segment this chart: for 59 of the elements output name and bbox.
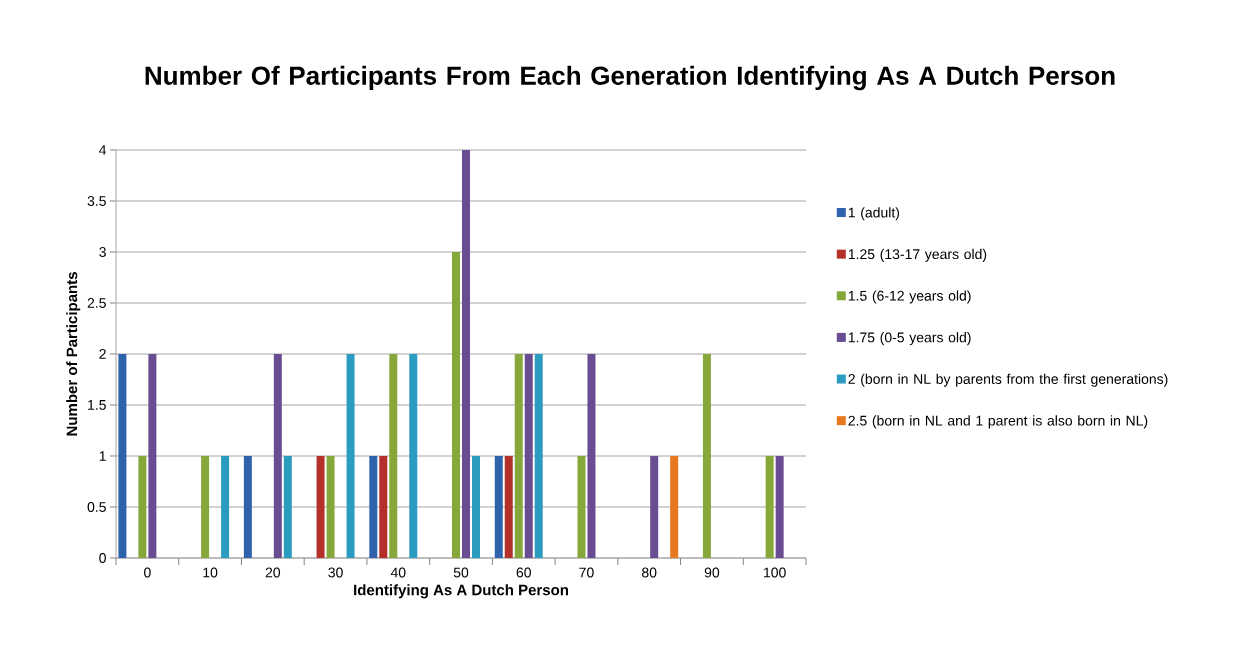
y-tick-label: 2.5 bbox=[87, 298, 106, 308]
bar bbox=[138, 455, 147, 558]
bar bbox=[201, 455, 210, 558]
bar bbox=[650, 455, 659, 558]
bar bbox=[472, 455, 480, 558]
x-tick-label: 60 bbox=[516, 567, 531, 578]
bar bbox=[462, 149, 471, 558]
x-tick-label: 90 bbox=[704, 567, 720, 578]
bar bbox=[389, 353, 398, 558]
legend-label: 1.75 (0-5 years old) bbox=[848, 332, 971, 346]
legend-label: 2 (born in NL by parents from the first generations) bbox=[848, 373, 1168, 387]
y-tick-label: 2 bbox=[99, 349, 106, 359]
x-axis-title: Identifying As A Dutch Person bbox=[354, 584, 568, 599]
legend-label: 2.5 (born in NL and 1 parent is also born in NL) bbox=[848, 415, 1148, 429]
bar bbox=[577, 455, 586, 558]
bar bbox=[369, 455, 378, 558]
bar bbox=[243, 455, 252, 558]
y-tick-label: 0 bbox=[99, 553, 106, 563]
y-tick-label: 1 bbox=[99, 451, 106, 461]
y-tick-label: 4 bbox=[99, 145, 107, 155]
x-tick-label: 20 bbox=[265, 567, 281, 578]
bar bbox=[702, 353, 711, 558]
bar bbox=[283, 455, 292, 558]
bar bbox=[346, 353, 355, 558]
bar bbox=[273, 353, 282, 558]
legend-label: 1.5 (6-12 years old) bbox=[848, 290, 971, 304]
chart-title: Number Of Participants From Each Generation Identifying As A Dutch Person bbox=[145, 65, 1115, 91]
legend-label: 1.25 (13-17 years old) bbox=[848, 248, 987, 262]
bar bbox=[524, 353, 533, 558]
x-tick-label: 50 bbox=[453, 567, 469, 578]
y-tick-label: 0.5 bbox=[87, 502, 106, 512]
y-tick-label: 3.5 bbox=[87, 196, 106, 206]
bar bbox=[765, 455, 774, 558]
bar bbox=[534, 353, 543, 558]
x-tick-label: 10 bbox=[203, 567, 218, 578]
y-tick-label: 3 bbox=[99, 247, 106, 257]
bar bbox=[316, 455, 325, 558]
bar bbox=[148, 353, 157, 558]
x-tick-label: 100 bbox=[764, 567, 786, 578]
x-tick-label: 70 bbox=[579, 567, 594, 578]
y-tick-label: 1.5 bbox=[88, 400, 106, 410]
bar bbox=[379, 455, 388, 558]
bar bbox=[587, 353, 596, 558]
bar bbox=[221, 455, 230, 558]
x-tick-label: 0 bbox=[144, 567, 151, 578]
y-axis-title: Number of Participants bbox=[66, 272, 81, 436]
x-tick-label: 40 bbox=[390, 567, 406, 578]
bar bbox=[326, 455, 335, 558]
bar bbox=[409, 353, 418, 558]
x-tick-label: 30 bbox=[328, 567, 343, 578]
x-tick-label: 80 bbox=[642, 567, 657, 578]
bar bbox=[775, 455, 784, 558]
legend-label: 1 (adult) bbox=[848, 207, 900, 221]
bar bbox=[118, 353, 127, 558]
bar bbox=[504, 455, 513, 558]
bar bbox=[670, 455, 679, 558]
bar bbox=[494, 455, 503, 558]
bar bbox=[452, 251, 461, 558]
bar bbox=[514, 353, 523, 558]
